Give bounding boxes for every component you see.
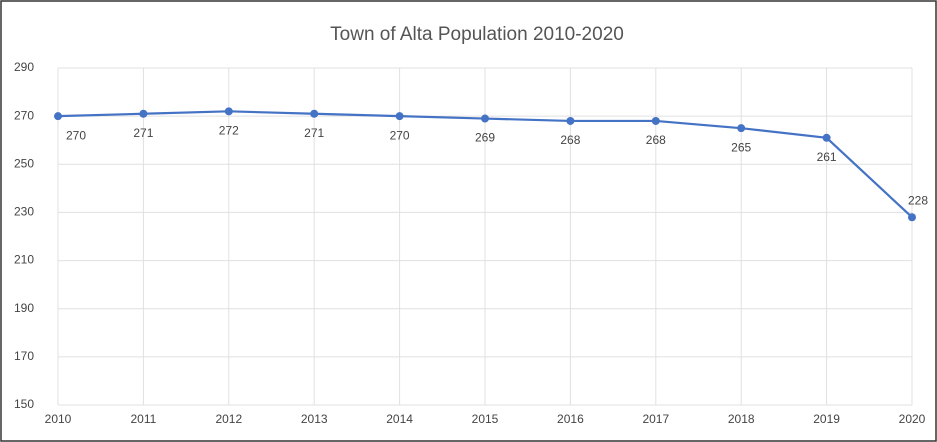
- data-label: 270: [66, 128, 86, 142]
- data-label: 271: [304, 126, 324, 140]
- data-label: 261: [817, 150, 837, 164]
- x-tick-label: 2015: [472, 412, 499, 426]
- x-tick-label: 2014: [386, 412, 413, 426]
- data-point: [224, 107, 233, 116]
- data-point: [54, 112, 62, 121]
- data-point: [310, 109, 319, 118]
- x-tick-label: 2018: [728, 412, 755, 426]
- y-tick-label: 170: [14, 349, 34, 363]
- x-tick-label: 2010: [45, 412, 72, 426]
- y-tick-label: 270: [14, 108, 34, 122]
- data-point: [651, 116, 660, 125]
- data-point: [737, 124, 746, 133]
- y-tick-label: 250: [14, 156, 34, 170]
- x-tick-label: 2011: [130, 412, 156, 426]
- data-point: [908, 213, 916, 222]
- y-tick-label: 210: [14, 253, 34, 267]
- chart-title: Town of Alta Population 2010-2020: [330, 24, 624, 45]
- x-tick-label: 2012: [215, 412, 242, 426]
- y-tick-label: 190: [14, 301, 34, 315]
- data-label: 268: [646, 133, 666, 147]
- data-label: 269: [475, 131, 495, 145]
- data-label: 272: [219, 124, 239, 138]
- data-label: 268: [560, 133, 580, 147]
- data-point: [481, 114, 489, 123]
- data-point: [395, 112, 404, 121]
- data-point: [822, 133, 831, 142]
- x-tick-label: 2019: [813, 412, 840, 426]
- x-tick-label: 2016: [557, 412, 584, 426]
- x-tick-label: 2017: [642, 412, 669, 426]
- y-tick-label: 290: [14, 60, 34, 74]
- data-point: [139, 109, 148, 118]
- data-point: [566, 116, 575, 125]
- y-tick-label: 150: [14, 397, 34, 411]
- data-label: 270: [390, 128, 410, 142]
- data-label: 271: [133, 126, 153, 140]
- y-tick-label: 230: [14, 205, 34, 219]
- x-tick-label: 2013: [301, 412, 328, 426]
- x-tick-label: 2020: [899, 412, 926, 426]
- data-label: 265: [731, 140, 751, 154]
- data-label: 228: [908, 193, 928, 207]
